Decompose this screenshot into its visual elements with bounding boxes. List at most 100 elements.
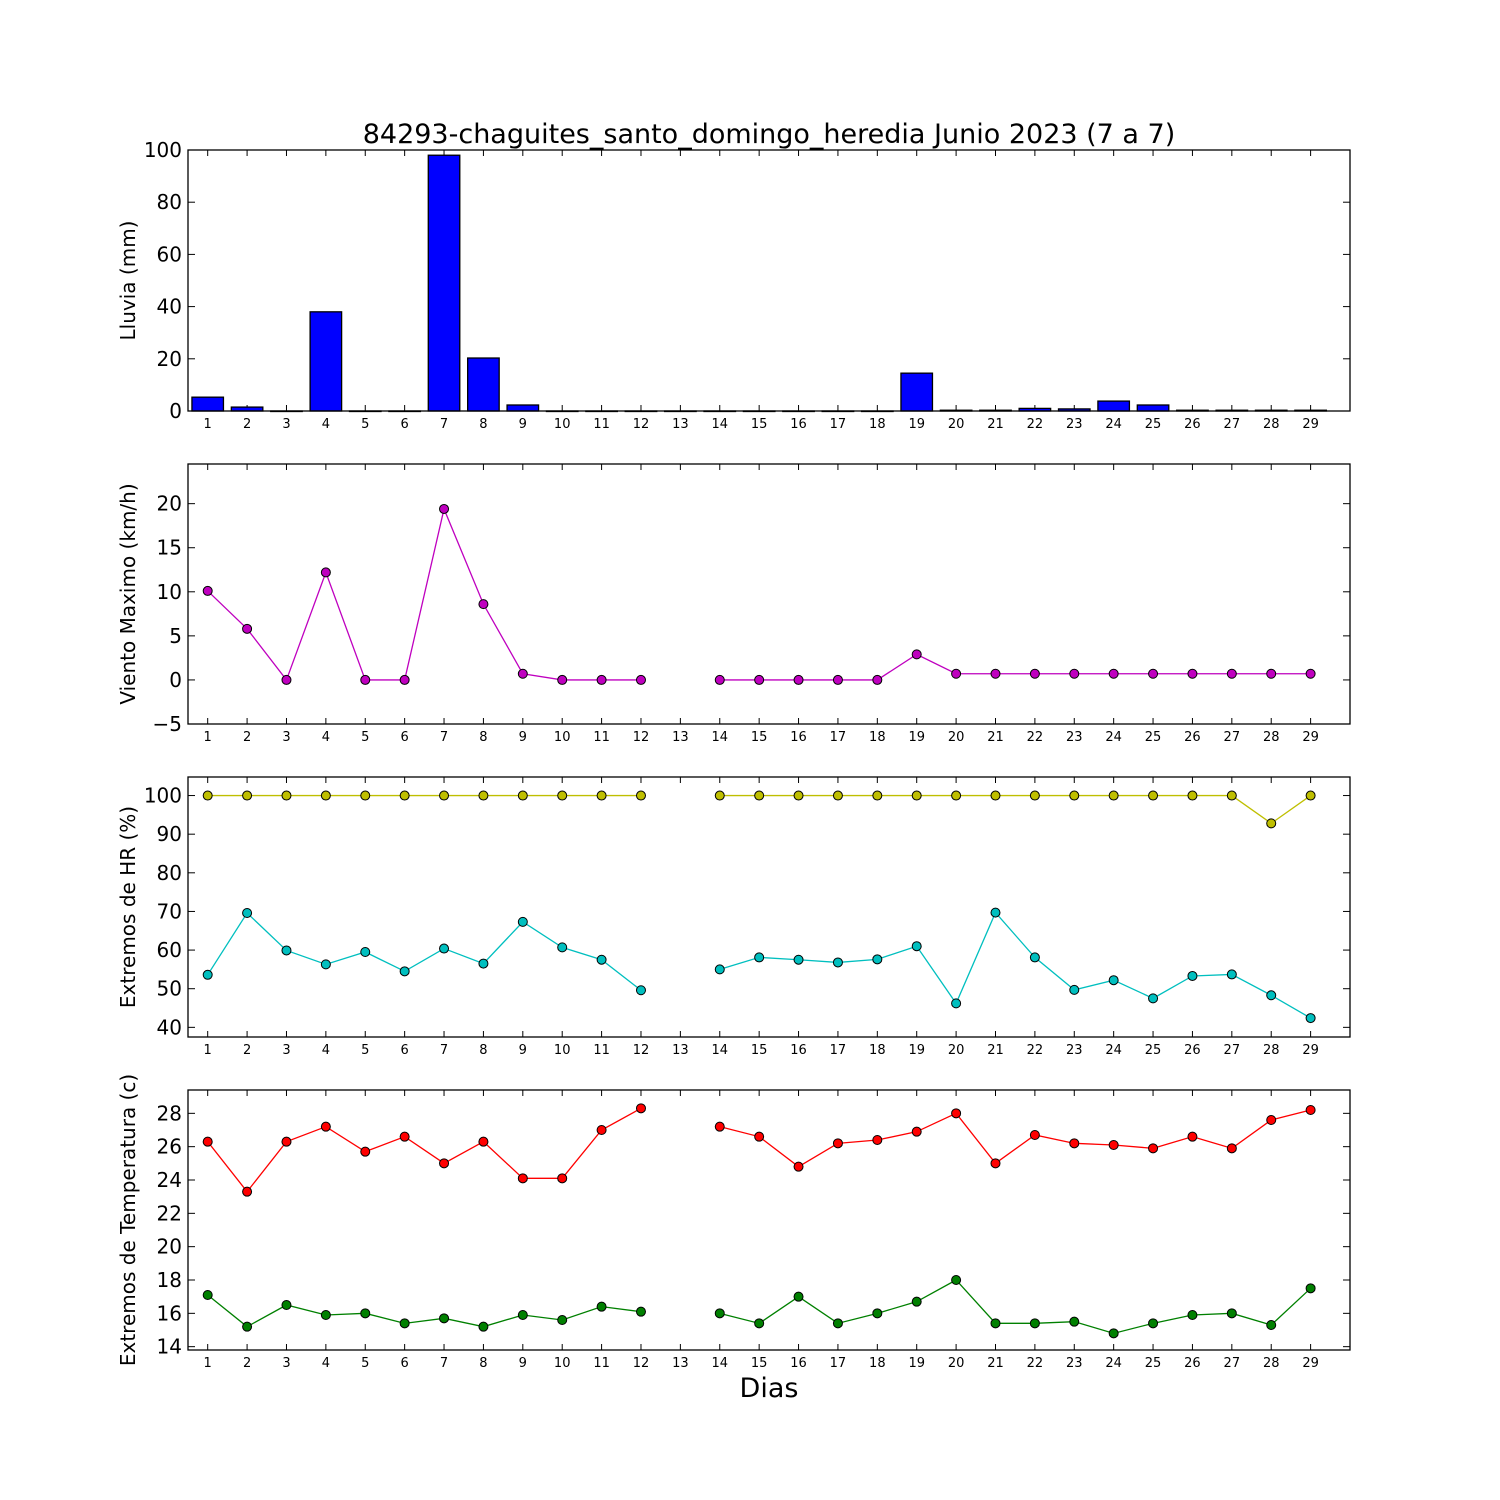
x-tick-label: 21 xyxy=(987,1356,1004,1371)
data-point xyxy=(596,1301,607,1312)
series-line xyxy=(207,1294,642,1328)
data-point xyxy=(990,668,1001,679)
data-point xyxy=(1029,1318,1040,1329)
data-point xyxy=(714,1121,725,1132)
x-tick-label: 28 xyxy=(1263,1356,1280,1371)
data-point xyxy=(1148,1143,1159,1154)
x-tick-label: 8 xyxy=(479,730,487,745)
y-axis-label: Lluvia (mm) xyxy=(116,221,140,341)
data-point xyxy=(1305,1105,1316,1115)
y-tick-label: 24 xyxy=(157,1168,182,1192)
x-tick-label: 1 xyxy=(204,1043,212,1058)
x-tick-label: 8 xyxy=(479,1356,487,1371)
data-point xyxy=(1226,790,1237,801)
data-point xyxy=(872,954,883,965)
data-point xyxy=(242,907,253,918)
data-point xyxy=(1187,790,1198,801)
y-tick-label: 40 xyxy=(157,1015,182,1039)
data-point xyxy=(1305,668,1316,679)
data-point xyxy=(320,790,331,801)
x-tick-label: 28 xyxy=(1263,730,1280,745)
x-tick-label: 23 xyxy=(1066,730,1083,745)
y-tick-label: 22 xyxy=(157,1201,182,1225)
x-tick-label: 11 xyxy=(593,730,610,745)
x-tick-label: 8 xyxy=(479,417,487,432)
data-point xyxy=(1266,1115,1277,1125)
x-tick-label: 5 xyxy=(361,1356,369,1371)
data-point xyxy=(1069,668,1080,679)
x-tick-label: 24 xyxy=(1105,730,1122,745)
x-tick-label: 14 xyxy=(711,417,728,432)
data-point xyxy=(202,969,213,980)
x-tick-label: 18 xyxy=(869,1043,886,1058)
data-point xyxy=(1305,790,1316,801)
series-line xyxy=(719,911,1311,1019)
x-tick-label: 27 xyxy=(1224,1356,1241,1371)
data-point xyxy=(1108,790,1119,801)
data-point xyxy=(557,1173,568,1184)
data-point xyxy=(1108,668,1119,679)
data-point xyxy=(517,668,528,679)
x-tick-label: 27 xyxy=(1224,730,1241,745)
x-tick-label: 26 xyxy=(1184,1043,1201,1058)
x-tick-label: 7 xyxy=(440,417,448,432)
x-tick-label: 11 xyxy=(593,1043,610,1058)
series-line xyxy=(719,1109,1311,1168)
data-point xyxy=(1266,1320,1277,1330)
x-tick-label: 7 xyxy=(440,730,448,745)
y-tick-label: 10 xyxy=(157,580,182,604)
data-point xyxy=(793,1291,804,1302)
x-tick-label: 6 xyxy=(401,730,409,745)
data-point xyxy=(1029,1130,1040,1140)
x-tick-label: 16 xyxy=(790,730,807,745)
data-point xyxy=(911,1126,922,1137)
bar xyxy=(506,404,540,412)
data-point xyxy=(517,1310,528,1320)
x-tick-label: 9 xyxy=(519,1356,527,1371)
x-tick-label: 17 xyxy=(830,1356,847,1371)
data-point xyxy=(1148,993,1159,1004)
data-point xyxy=(1148,790,1159,801)
y-tick-label: 80 xyxy=(157,190,182,214)
x-tick-label: 24 xyxy=(1105,417,1122,432)
data-point xyxy=(951,1275,962,1285)
x-tick-label: 15 xyxy=(751,1043,768,1058)
y-tick-label: 5 xyxy=(169,624,182,648)
data-point xyxy=(399,674,410,685)
x-tick-label: 18 xyxy=(869,730,886,745)
data-point xyxy=(596,674,607,685)
x-tick-label: 4 xyxy=(322,417,330,432)
data-point xyxy=(517,790,528,801)
data-point xyxy=(1187,970,1198,981)
axes-frame xyxy=(187,776,1351,1038)
x-tick-label: 4 xyxy=(322,1356,330,1371)
data-point xyxy=(478,958,489,969)
x-tick-label: 19 xyxy=(908,1043,925,1058)
x-tick-label: 21 xyxy=(987,1043,1004,1058)
data-point xyxy=(635,985,646,996)
y-tick-label: 0 xyxy=(169,668,182,692)
x-tick-label: 19 xyxy=(908,1356,925,1371)
x-tick-label: 14 xyxy=(711,1043,728,1058)
data-point xyxy=(1108,1140,1119,1150)
data-point xyxy=(990,790,1001,801)
data-point xyxy=(832,1318,843,1329)
x-tick-label: 22 xyxy=(1027,1356,1044,1371)
bar xyxy=(191,396,225,412)
data-point xyxy=(202,1290,213,1300)
x-tick-label: 12 xyxy=(633,417,650,432)
data-point xyxy=(951,1108,962,1119)
data-point xyxy=(832,957,843,968)
data-point xyxy=(990,1158,1001,1169)
y-tick-label: 18 xyxy=(157,1268,182,1292)
x-tick-label: 20 xyxy=(948,417,965,432)
x-tick-label: 23 xyxy=(1066,417,1083,432)
y-axis-label: Extremos de HR (%) xyxy=(116,806,140,1008)
x-tick-label: 28 xyxy=(1263,417,1280,432)
x-tick-label: 9 xyxy=(519,1043,527,1058)
y-tick-label: 60 xyxy=(157,242,182,266)
data-point xyxy=(1148,1318,1159,1329)
data-point xyxy=(596,790,607,801)
data-point xyxy=(557,1315,568,1325)
